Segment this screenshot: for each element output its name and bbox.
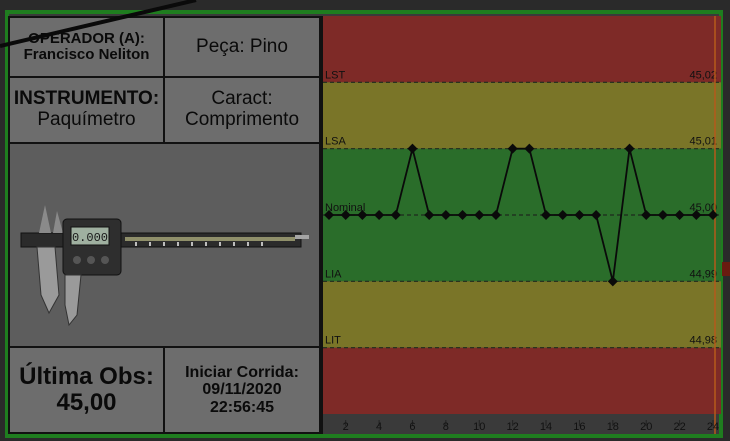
x-tick-label: 4 xyxy=(376,421,382,433)
data-point xyxy=(507,143,518,154)
limit-name-lit: LIT xyxy=(325,335,341,347)
operator-name: Francisco Neliton xyxy=(23,46,150,63)
start-run-label: Iniciar Corrida: xyxy=(185,364,299,382)
control-chart-area: LST 45,02 LSA 45,01 Nominal 45,00 LIA 44,99 LIT 4… xyxy=(321,16,721,434)
data-point xyxy=(691,210,702,220)
data-point xyxy=(340,210,351,220)
data-point xyxy=(474,210,485,220)
data-point xyxy=(424,210,435,220)
x-tick-label: 16 xyxy=(573,421,585,433)
data-point xyxy=(407,143,418,154)
data-point xyxy=(607,276,618,287)
data-point xyxy=(591,210,602,220)
last-observation-value: 45,00 xyxy=(56,389,117,416)
data-point xyxy=(357,210,368,220)
x-tick-label: 2 xyxy=(343,421,349,433)
limit-value-lst: 45,02 xyxy=(689,69,717,81)
x-tick-label: 20 xyxy=(640,421,652,433)
x-tick-label: 24 xyxy=(707,421,719,433)
data-point xyxy=(457,210,468,220)
last-observation-cell: Última Obs: 45,00 xyxy=(8,346,165,434)
instrument-name: Paquímetro xyxy=(37,109,136,130)
data-point xyxy=(624,143,635,154)
zone-red-top xyxy=(323,16,721,83)
limit-name-lst: LST xyxy=(325,69,345,81)
limit-name-lsa: LSA xyxy=(325,136,346,148)
x-tick-label: 10 xyxy=(473,421,485,433)
data-point xyxy=(440,210,451,220)
x-tick-label: 12 xyxy=(507,421,519,433)
piece-cell: Peça: Pino xyxy=(163,16,321,78)
x-tick-label: 14 xyxy=(540,421,552,433)
data-point xyxy=(374,210,385,220)
characteristic-value: Comprimento xyxy=(184,109,300,130)
x-tick-label: 22 xyxy=(673,421,685,433)
start-run-cell[interactable]: Iniciar Corrida: 09/11/2020 22:56:45 xyxy=(163,346,321,434)
x-tick-label: 18 xyxy=(607,421,619,433)
limit-value-lit: 44,98 xyxy=(689,335,717,347)
data-point xyxy=(541,210,552,220)
data-point xyxy=(708,210,718,220)
zone-yellow-top xyxy=(323,82,721,149)
instrument-label: INSTRUMENTO: xyxy=(13,88,160,110)
start-run-date: 09/11/2020 xyxy=(202,381,282,399)
limit-name-nominal: Nominal xyxy=(325,202,365,214)
last-observation-label: Última Obs: xyxy=(19,363,154,391)
data-point xyxy=(390,210,401,220)
zone-red-bottom xyxy=(323,347,721,414)
data-point xyxy=(574,210,585,220)
pen-stroke xyxy=(0,0,197,48)
side-indicator xyxy=(722,262,730,276)
data-point xyxy=(674,210,685,220)
data-point xyxy=(641,210,652,220)
data-point xyxy=(657,210,668,220)
piece-label: Peça: Pino xyxy=(196,35,288,57)
limit-value-lia: 44,99 xyxy=(689,268,717,280)
data-point xyxy=(324,210,334,220)
limit-name-lia: LIA xyxy=(325,268,342,280)
data-point xyxy=(524,143,535,154)
zone-yellow-bottom xyxy=(323,281,721,348)
caliper-icon: 0.000 xyxy=(20,205,309,327)
instrument-cell: INSTRUMENTO: Paquímetro xyxy=(8,76,165,144)
characteristic-cell: Caract: Comprimento xyxy=(163,76,321,144)
caliper-display: 0.000 xyxy=(71,231,107,245)
data-point xyxy=(557,210,568,220)
x-tick-label: 8 xyxy=(443,421,449,433)
caliper-image-cell: 0.000 xyxy=(8,142,321,348)
limit-value-lsa: 45,01 xyxy=(689,136,717,148)
x-tick-label: 6 xyxy=(409,421,415,433)
data-point xyxy=(490,210,501,220)
start-run-time: 22:56:45 xyxy=(209,398,275,416)
characteristic-label: Caract: xyxy=(211,88,273,110)
